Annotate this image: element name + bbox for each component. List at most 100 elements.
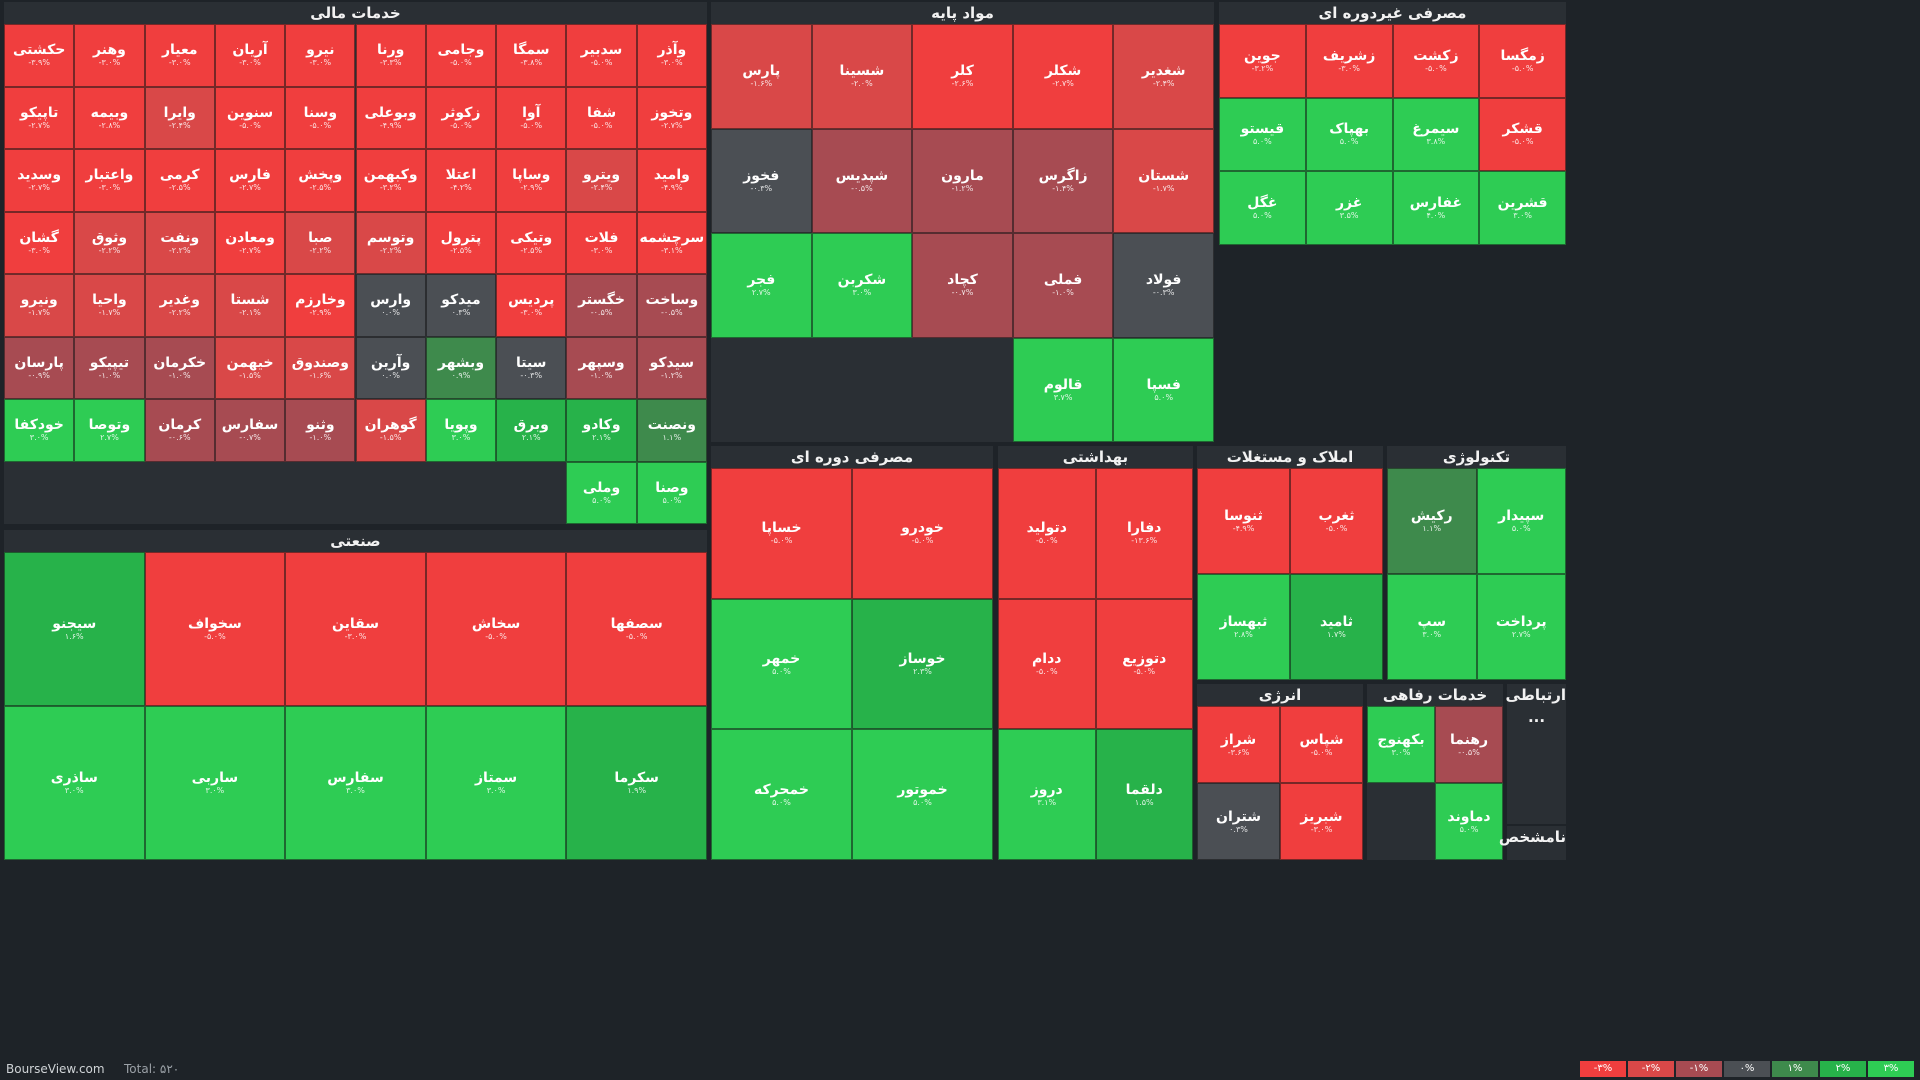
- stock-tile[interactable]: واعتبار -۳.۰%: [74, 149, 145, 212]
- stock-tile[interactable]: زشریف -۳.۰%: [1305, 24, 1393, 98]
- stock-tile[interactable]: خگستر -۰.۵%: [566, 274, 637, 337]
- stock-tile[interactable]: وسدید -۲.۷%: [4, 149, 75, 212]
- stock-tile[interactable]: وایرا -۲.۴%: [144, 86, 215, 149]
- stock-tile[interactable]: واحیا -۱.۷%: [74, 274, 145, 337]
- stock-tile[interactable]: زاگرس -۱.۴%: [1012, 128, 1114, 233]
- stock-tile[interactable]: خوساز ۲.۳%: [852, 598, 993, 730]
- stock-tile[interactable]: ونفت -۲.۲%: [144, 211, 215, 274]
- stock-tile[interactable]: خکرمان -۱.۰%: [144, 336, 215, 399]
- stock-tile[interactable]: کرمی -۲.۵%: [144, 149, 215, 212]
- stock-tile[interactable]: وملی ۵.۰%: [566, 461, 637, 524]
- stock-tile[interactable]: فسپا ۵.۰%: [1113, 337, 1214, 442]
- stock-tile[interactable]: وتوسم -۲.۲%: [355, 211, 426, 274]
- stock-tile[interactable]: کرمان -۰.۶%: [144, 399, 215, 462]
- stock-tile[interactable]: ددام -۵.۰%: [998, 598, 1096, 730]
- stock-tile[interactable]: شکلر -۲.۷%: [1012, 24, 1114, 129]
- stock-tile[interactable]: وتخوز -۲.۷%: [636, 86, 707, 149]
- stock-tile[interactable]: قشرین ۳.۰%: [1479, 171, 1566, 245]
- stock-tile[interactable]: ساربی ۳.۰%: [144, 706, 286, 860]
- stock-tile[interactable]: وخارزم -۲.۹%: [285, 274, 356, 337]
- stock-tile[interactable]: آوا -۵.۰%: [496, 86, 567, 149]
- stock-tile[interactable]: میدکو ۰.۳%: [425, 274, 497, 337]
- stock-tile[interactable]: شپدیس -۰.۵%: [811, 128, 913, 233]
- stock-tile[interactable]: وساپا -۲.۹%: [496, 149, 567, 212]
- stock-tile[interactable]: ویترو -۲.۴%: [566, 149, 637, 212]
- stock-tile[interactable]: شراز -۳.۶%: [1197, 706, 1280, 783]
- stock-tile[interactable]: قیستو ۵.۰%: [1219, 97, 1306, 172]
- stock-tile[interactable]: کلر -۲.۶%: [912, 24, 1013, 129]
- stock-tile[interactable]: بهپاک ۵.۰%: [1305, 97, 1393, 172]
- stock-tile[interactable]: شسینا -۲.۰%: [811, 24, 913, 129]
- stock-tile[interactable]: شکربن ۳.۰%: [811, 233, 913, 338]
- stock-tile[interactable]: ساذری ۳.۰%: [4, 706, 145, 860]
- stock-tile[interactable]: شتران ۰.۳%: [1197, 783, 1280, 860]
- stock-tile[interactable]: مارون -۱.۲%: [912, 128, 1013, 233]
- stock-tile[interactable]: غفارس ۴.۰%: [1392, 171, 1480, 245]
- stock-tile[interactable]: شستان -۱.۷%: [1113, 128, 1214, 233]
- stock-tile[interactable]: تیپیکو -۱.۰%: [74, 336, 145, 399]
- stock-tile[interactable]: سمگا -۳.۸%: [496, 24, 567, 87]
- stock-tile[interactable]: اعتلا -۴.۲%: [425, 149, 497, 212]
- stock-tile[interactable]: تاپیکو -۲.۷%: [4, 86, 75, 149]
- stock-tile[interactable]: آریان -۳.۰%: [214, 24, 286, 87]
- stock-tile[interactable]: وثنو -۱.۰%: [285, 399, 356, 462]
- stock-tile[interactable]: زمگسا -۵.۰%: [1479, 24, 1566, 98]
- stock-tile[interactable]: ونیرو -۱.۷%: [4, 274, 75, 337]
- stock-tile[interactable]: وپویا ۳.۰%: [425, 399, 497, 462]
- stock-tile[interactable]: فخوز -۰.۳%: [711, 128, 812, 233]
- stock-tile[interactable]: وسپهر -۱.۰%: [566, 336, 637, 399]
- stock-tile[interactable]: نیرو -۳.۰%: [285, 24, 356, 87]
- stock-tile[interactable]: ثبهساز ۲.۸%: [1197, 574, 1290, 680]
- stock-tile[interactable]: سرچشمه -۳.۱%: [636, 211, 707, 274]
- stock-tile[interactable]: غگل ۵.۰%: [1219, 171, 1306, 245]
- stock-tile[interactable]: سیمرغ ۳.۸%: [1392, 97, 1480, 172]
- stock-tile[interactable]: وبرق ۲.۱%: [496, 399, 567, 462]
- stock-tile[interactable]: سپیدار ۵.۰%: [1476, 468, 1566, 574]
- stock-tile[interactable]: وجامی -۵.۰%: [425, 24, 497, 87]
- stock-tile[interactable]: قشکر -۵.۰%: [1479, 97, 1566, 172]
- stock-tile[interactable]: زکشت -۵.۰%: [1392, 24, 1480, 98]
- stock-tile[interactable]: غزر ۳.۵%: [1305, 171, 1393, 245]
- stock-tile[interactable]: خساپا -۵.۰%: [711, 468, 852, 599]
- stock-tile[interactable]: کچاد -۰.۷%: [912, 233, 1013, 338]
- stock-tile[interactable]: وصنا ۵.۰%: [636, 461, 707, 524]
- stock-tile[interactable]: خمحرکه ۵.۰%: [711, 729, 852, 860]
- stock-tile[interactable]: شستا -۲.۱%: [214, 274, 286, 337]
- stock-tile[interactable]: خودکفا ۳.۰%: [4, 399, 75, 462]
- stock-tile[interactable]: معیار -۳.۰%: [144, 24, 215, 87]
- stock-tile[interactable]: فلات -۳.۰%: [566, 211, 637, 274]
- stock-tile[interactable]: سفارس ۳.۰%: [285, 706, 426, 860]
- stock-tile[interactable]: ثغرب -۵.۰%: [1290, 468, 1383, 574]
- stock-tile[interactable]: رکیش ۱.۱%: [1387, 468, 1477, 574]
- stock-tile[interactable]: وآرین ۰.۰%: [355, 336, 426, 399]
- stock-tile[interactable]: وارس ۰.۰%: [355, 274, 426, 337]
- stock-tile[interactable]: ونصنت ۱.۱%: [636, 399, 707, 462]
- stock-tile[interactable]: ورنا -۳.۳%: [355, 24, 426, 87]
- stock-tile[interactable]: وهنر -۳.۰%: [74, 24, 145, 87]
- stock-tile[interactable]: حکشتی -۳.۹%: [4, 24, 75, 87]
- stock-tile[interactable]: شغدیر -۲.۴%: [1113, 24, 1214, 129]
- stock-tile[interactable]: سقاین -۳.۰%: [285, 552, 426, 706]
- stock-tile[interactable]: وبیمه -۲.۸%: [74, 86, 145, 149]
- stock-tile[interactable]: وبشهر ۰.۹%: [425, 336, 497, 399]
- stock-tile[interactable]: بکهنوج ۳.۰%: [1367, 706, 1435, 783]
- stock-tile[interactable]: دلقما ۱.۵%: [1095, 729, 1193, 860]
- stock-tile[interactable]: وصندوق -۱.۶%: [285, 336, 356, 399]
- stock-tile[interactable]: سنوین -۵.۰%: [214, 86, 286, 149]
- stock-tile[interactable]: سمتاز ۳.۰%: [425, 706, 567, 860]
- stock-tile[interactable]: سیتا -۰.۳%: [496, 336, 567, 399]
- stock-tile[interactable]: پترول -۲.۵%: [425, 211, 497, 274]
- stock-tile[interactable]: سفارس -۰.۷%: [214, 399, 286, 462]
- stock-tile[interactable]: شپاس -۵.۰%: [1280, 706, 1363, 783]
- stock-tile[interactable]: رهنما -۰.۵%: [1435, 706, 1503, 783]
- stock-tile[interactable]: شبریز -۳.۰%: [1280, 783, 1363, 860]
- stock-tile[interactable]: فارس -۲.۷%: [214, 149, 286, 212]
- stock-tile[interactable]: وثوق -۲.۲%: [74, 211, 145, 274]
- stock-tile[interactable]: وتیکی -۲.۵%: [496, 211, 567, 274]
- stock-tile[interactable]: خودرو -۵.۰%: [852, 468, 993, 599]
- stock-tile[interactable]: وکبهمن -۳.۲%: [355, 149, 426, 212]
- stock-tile[interactable]: وبوعلی -۴.۹%: [355, 86, 426, 149]
- stock-tile[interactable]: خیهمن -۱.۵%: [214, 336, 286, 399]
- stock-tile[interactable]: سپ ۳.۰%: [1387, 574, 1477, 680]
- stock-tile[interactable]: سیدکو -۱.۲%: [636, 336, 707, 399]
